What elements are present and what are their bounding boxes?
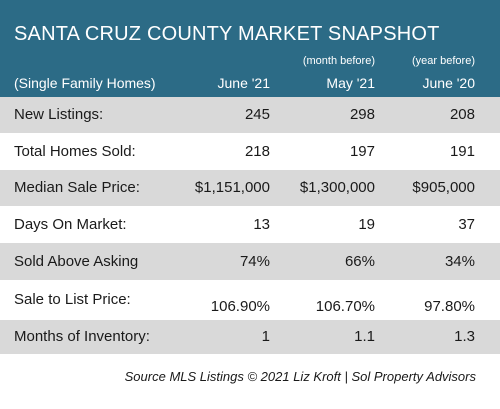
cell-value: $905,000 [412,179,475,196]
table-row [0,170,500,206]
source-note: Source MLS Listings © 2021 Liz Kroft | S… [124,369,476,384]
cell-value: 1.3 [454,328,475,345]
row-label: Months of Inventory: [14,328,150,345]
cell-value: 218 [244,142,270,160]
column-header: June '21 [217,75,271,91]
row-label: Sold Above Asking [14,252,139,270]
cell-value: 106.90% [210,298,270,315]
row-label: Median Sale Price: [14,179,140,196]
table-row [0,243,500,280]
row-label: Total Homes Sold: [14,142,136,160]
header-band [0,0,500,97]
cell-value: $1,151,000 [194,179,270,196]
column-header: (Single Family Homes) [14,75,156,91]
cell-value: $1,300,000 [299,179,375,196]
cell-value: 97.80% [424,298,475,315]
cell-value: 74% [239,252,270,270]
cell-value: 1 [261,328,270,345]
table-row [0,206,500,243]
cell-value: 13 [253,215,270,233]
table-row [0,320,500,354]
cell-value: 208 [449,106,475,123]
title: SANTA CRUZ COUNTY MARKET SNAPSHOT [14,23,440,45]
table-row [0,133,500,170]
row-label: Days On Market: [14,215,127,233]
table-row [0,280,500,320]
column-note: (year before) [412,55,475,67]
cell-value: 37 [458,215,475,233]
cell-value: 34% [444,252,475,270]
cell-value: 66% [344,252,375,270]
row-label: Sale to List Price: [14,291,131,308]
cell-value: 106.70% [315,298,375,315]
table-row [0,97,500,133]
column-header: June '20 [422,75,476,91]
cell-value: 191 [449,142,475,160]
column-header: May '21 [326,75,375,91]
cell-value: 298 [349,106,375,123]
cell-value: 19 [358,215,375,233]
row-label: New Listings: [14,106,104,123]
column-note: (month before) [302,55,375,67]
cell-value: 197 [349,142,375,160]
cell-value: 1.1 [354,328,375,345]
cell-value: 245 [244,106,270,123]
